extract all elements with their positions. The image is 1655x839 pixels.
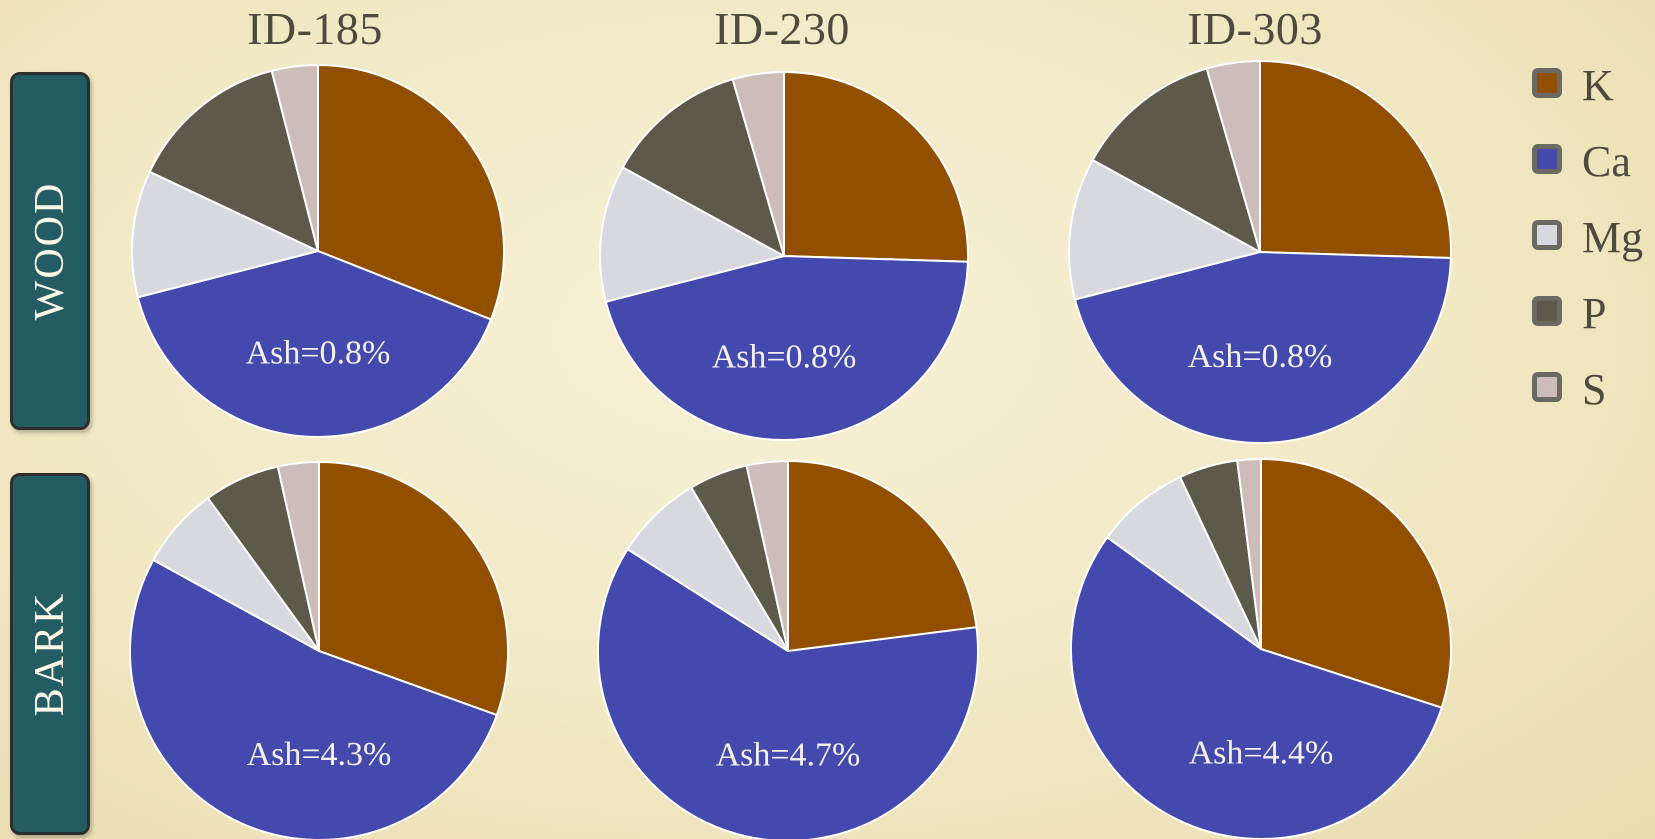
pie-slice-s-wood-id-303 [1205, 60, 1261, 253]
pie-slice-ca-wood-id-230 [604, 255, 969, 441]
pie-slice-s-wood-id-185 [270, 64, 319, 252]
ash-label-bark-id-185: Ash=4.3% [247, 736, 392, 773]
pie-bark-id-230: Ash=4.7% [597, 460, 979, 839]
pie-slice-p-wood-id-185 [148, 69, 319, 252]
pie-slice-k-wood-id-303 [1259, 60, 1452, 259]
pie-slice-mg-wood-id-230 [599, 166, 785, 303]
pie-slice-ca-bark-id-185 [129, 558, 498, 839]
pie-slice-ca-bark-id-303 [1070, 536, 1443, 839]
pie-slice-p-wood-id-230 [621, 78, 785, 257]
pie-slice-k-bark-id-185 [318, 461, 509, 717]
pie-slice-k-bark-id-303 [1260, 458, 1452, 709]
legend-swatch-mg [1532, 220, 1562, 250]
pie-slice-k-wood-id-230 [783, 71, 969, 263]
legend-label-k: K [1582, 61, 1614, 110]
ash-label-wood-id-185: Ash=0.8% [246, 334, 391, 371]
legend-swatch-ca [1532, 144, 1562, 174]
pie-slice-mg-wood-id-303 [1068, 158, 1261, 301]
pie-slice-k-bark-id-230 [787, 460, 978, 652]
legend-label-s: S [1582, 365, 1607, 414]
pie-slice-ca-wood-id-185 [136, 250, 492, 439]
pie-slice-ca-bark-id-230 [597, 548, 979, 839]
pie-slice-k-wood-id-185 [317, 64, 505, 321]
pie-slice-ca-wood-id-303 [1074, 251, 1452, 445]
pie-slice-mg-bark-id-303 [1106, 476, 1262, 650]
pie-slice-p-wood-id-303 [1091, 67, 1261, 253]
ash-label-wood-id-303: Ash=0.8% [1188, 338, 1333, 375]
column-title-id-185: ID-185 [247, 3, 383, 54]
pie-wood-id-185: Ash=0.8% [131, 64, 505, 439]
pie-slice-s-bark-id-303 [1236, 458, 1262, 650]
pie-slice-mg-wood-id-185 [131, 170, 319, 299]
ash-label-bark-id-303: Ash=4.4% [1189, 735, 1334, 772]
legend-label-p: P [1582, 289, 1607, 338]
legend-swatch-k [1532, 68, 1562, 98]
row-tab-wood: WOOD [10, 72, 90, 430]
column-title-id-303: ID-303 [1187, 3, 1323, 54]
pie-bark-id-185: Ash=4.3% [129, 461, 509, 839]
pie-bark-id-303: Ash=4.4% [1070, 458, 1452, 839]
column-title-id-230: ID-230 [714, 3, 850, 54]
pie-slice-s-bark-id-185 [276, 461, 320, 652]
pie-wood-id-303: Ash=0.8% [1068, 60, 1452, 445]
legend-swatch-s [1532, 372, 1562, 402]
legend-label-mg: Mg [1582, 213, 1644, 262]
legend-swatch-p [1532, 296, 1562, 326]
ash-label-bark-id-230: Ash=4.7% [716, 737, 861, 774]
row-tab-bark: BARK [10, 473, 90, 835]
pie-slice-s-bark-id-230 [745, 460, 789, 652]
ash-label-wood-id-230: Ash=0.8% [712, 338, 857, 375]
pie-wood-id-230: Ash=0.8% [599, 71, 969, 441]
legend-label-ca: Ca [1582, 137, 1631, 186]
pie-slice-s-wood-id-230 [731, 71, 785, 257]
